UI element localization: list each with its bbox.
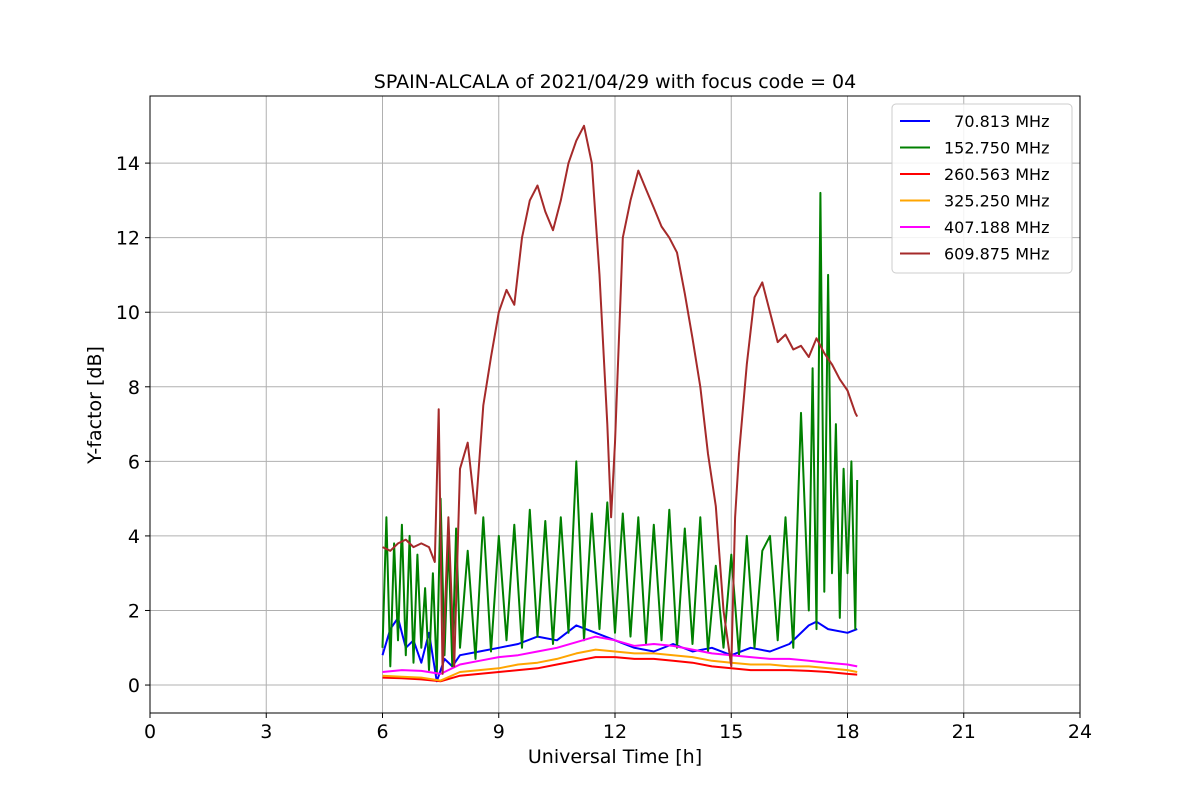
series-line-4 (382, 648, 858, 682)
x-axis-label: Universal Time [h] (528, 746, 702, 768)
legend-label: 325.250 MHz (944, 192, 1049, 211)
y-tick-label: 6 (128, 451, 140, 473)
legend-label: 407.188 MHz (944, 218, 1049, 237)
y-tick-label: 8 (128, 377, 140, 399)
x-tick-label: 21 (952, 721, 976, 743)
legend: 70.813 MHz 152.750 MHz 260.563 MHz 325.250 … (891, 103, 1073, 274)
x-tick-label: 18 (835, 721, 859, 743)
x-tick-label: 9 (493, 721, 505, 743)
series-line-2 (381, 191, 859, 675)
x-tick-label: 12 (603, 721, 627, 743)
chart-title: SPAIN-ALCALA of 2021/04/29 with focus co… (374, 71, 856, 93)
x-tick-label: 3 (260, 721, 272, 743)
y-tick-label: 2 (128, 600, 140, 622)
legend-label: 260.563 MHz (944, 165, 1049, 184)
x-tick-label: 24 (1068, 721, 1092, 743)
y-tick-label: 0 (128, 675, 140, 697)
series-line-1 (381, 616, 858, 683)
legend-label: 152.750 MHz (944, 139, 1049, 158)
legend-label: 70.813 MHz (944, 112, 1049, 131)
y-tick-label: 14 (116, 153, 140, 175)
y-axis-label: Y-factor [dB] (84, 346, 106, 465)
legend-box (891, 103, 1073, 274)
x-tick-label: 15 (719, 721, 743, 743)
y-tick-label: 12 (116, 228, 140, 250)
series-line-6 (382, 124, 859, 675)
series-layer (381, 124, 859, 683)
y-tick-label: 4 (128, 526, 140, 548)
series-line-3 (382, 656, 858, 683)
x-tick-label: 6 (376, 721, 388, 743)
series-line-5 (382, 635, 858, 675)
legend-label: 609.875 MHz (944, 245, 1049, 264)
x-tick-label: 0 (144, 721, 156, 743)
y-tick-label: 10 (116, 302, 140, 324)
